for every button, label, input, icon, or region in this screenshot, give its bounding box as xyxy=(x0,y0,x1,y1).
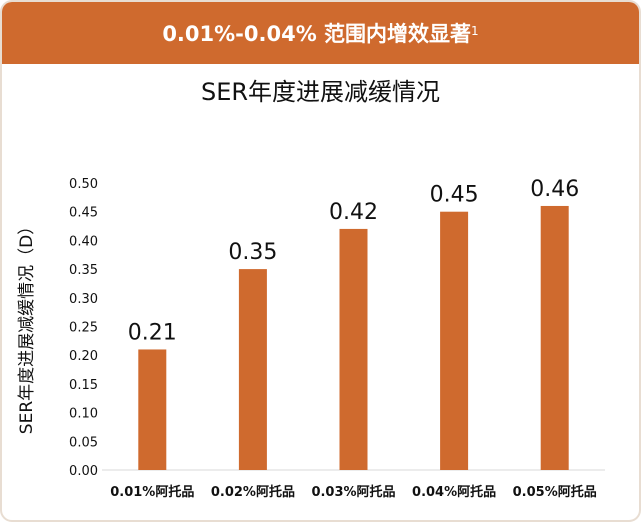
y-axis-label: SER年度进展减缓情况（D） xyxy=(17,218,37,434)
x-tick-label: 0.02%阿托品 xyxy=(211,484,295,500)
chart-title: SER年度进展减缓情况 xyxy=(200,78,441,106)
data-label: 0.42 xyxy=(329,200,378,225)
y-tick-label: 0.20 xyxy=(69,349,98,364)
y-tick-label: 0.35 xyxy=(69,263,98,278)
y-tick-label: 0.30 xyxy=(69,292,98,307)
y-tick-label: 0.00 xyxy=(69,464,98,479)
x-tick-label: 0.04%阿托品 xyxy=(412,484,496,500)
data-label: 0.35 xyxy=(228,240,277,265)
data-label: 0.46 xyxy=(530,177,579,202)
bar xyxy=(440,211,469,470)
y-tick-label: 0.45 xyxy=(69,206,98,221)
x-tick-label: 0.01%阿托品 xyxy=(110,484,194,500)
y-tick-label: 0.25 xyxy=(69,321,98,336)
header-banner: 0.01%-0.04% 范围内增效显著 1 xyxy=(2,2,639,64)
bar xyxy=(238,269,267,470)
bar xyxy=(540,205,569,470)
data-label: 0.45 xyxy=(430,183,479,208)
bar xyxy=(138,349,167,470)
x-tick-label: 0.05%阿托品 xyxy=(513,484,597,500)
x-tick-label: 0.03%阿托品 xyxy=(311,484,395,500)
footnote-marker: 1 xyxy=(471,24,479,38)
header-text: 0.01%-0.04% 范围内增效显著 xyxy=(162,22,472,46)
data-label: 0.21 xyxy=(128,320,177,345)
y-tick-label: 0.15 xyxy=(69,378,98,393)
bar xyxy=(339,228,368,470)
y-tick-label: 0.50 xyxy=(69,177,98,192)
y-tick-label: 0.05 xyxy=(69,435,98,450)
y-tick-label: 0.10 xyxy=(69,407,98,422)
y-tick-label: 0.40 xyxy=(69,234,98,249)
